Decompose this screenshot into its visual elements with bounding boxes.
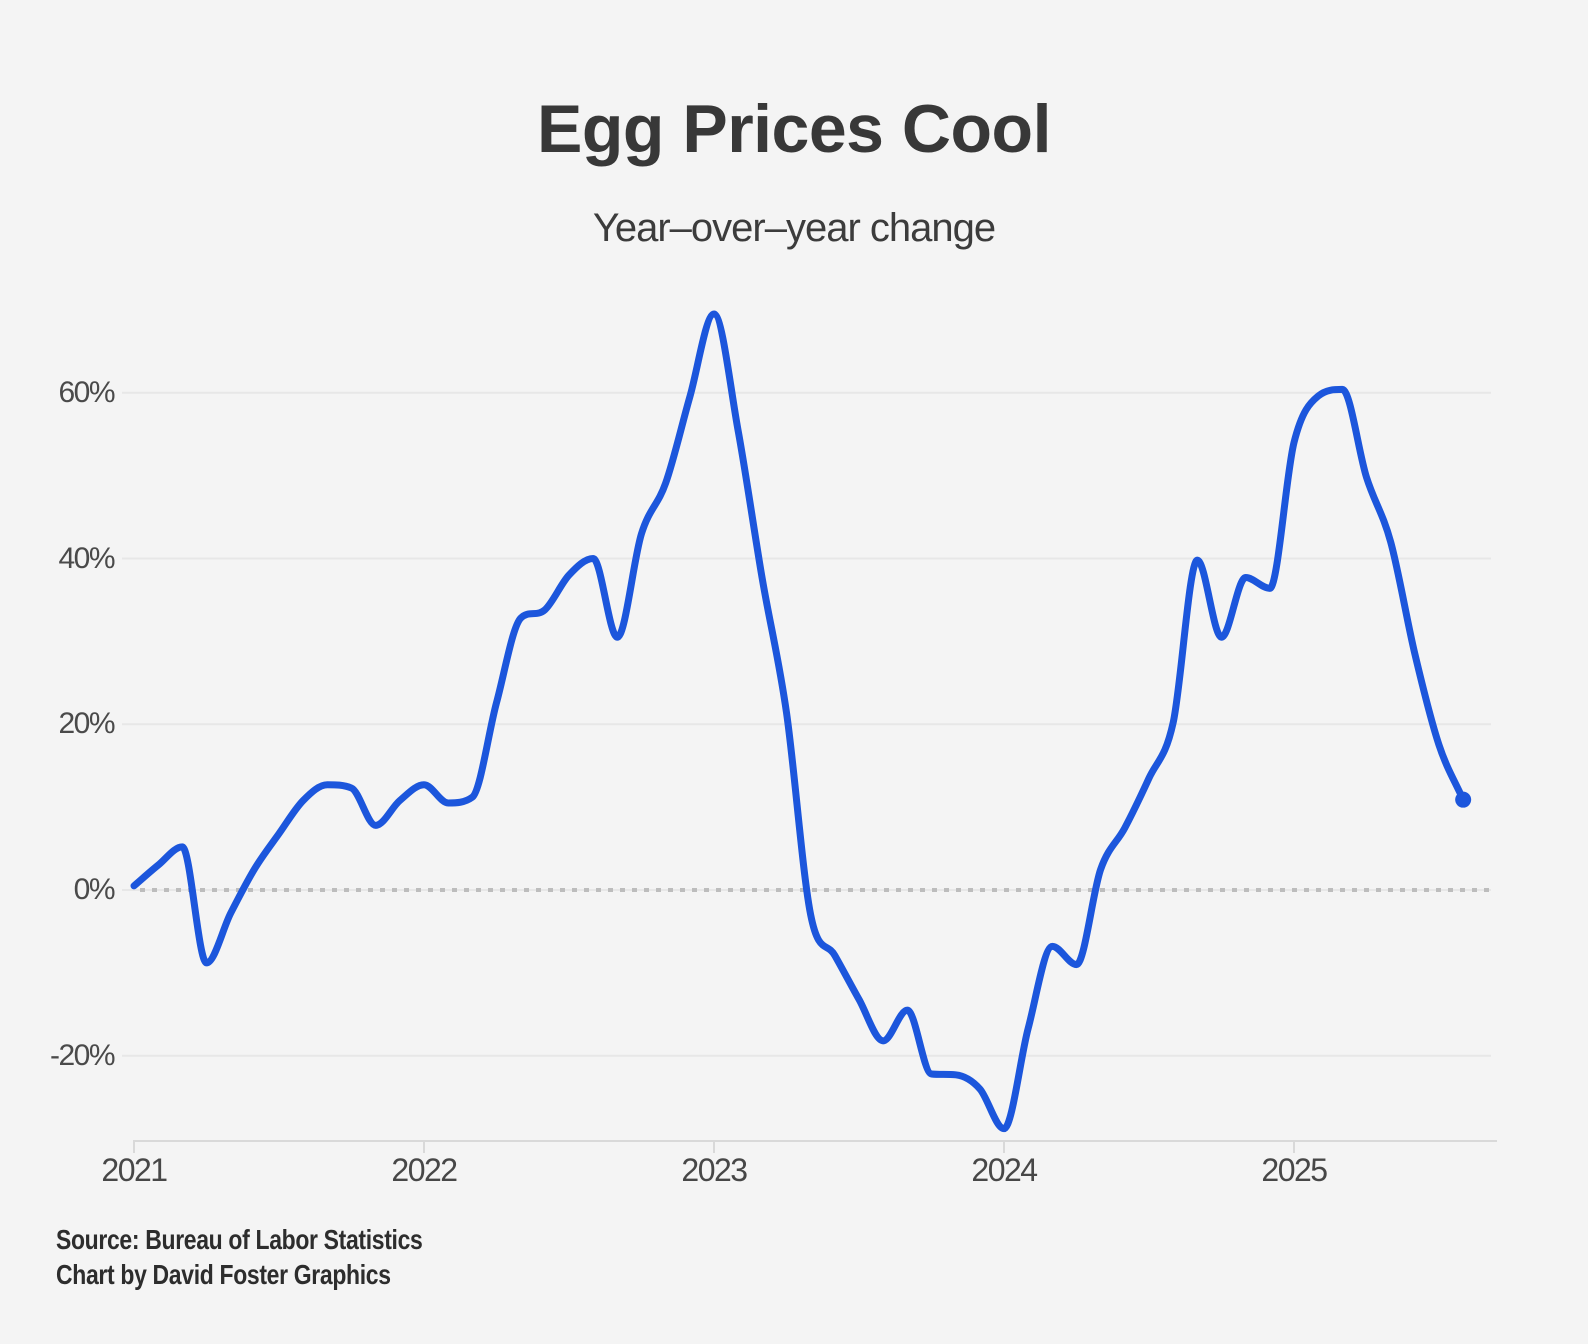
chart-title: Egg Prices Cool — [537, 91, 1051, 167]
chart-subtitle: Year–over–year change — [592, 206, 996, 250]
y-tick-label: 20% — [58, 707, 115, 741]
egg-price-line — [130, 310, 1467, 1133]
y-tick-label: 40% — [58, 541, 115, 575]
source-line: Source: Bureau of Labor Statistics — [56, 1224, 423, 1255]
source-note: Source: Bureau of Labor Statistics Chart… — [56, 1222, 423, 1292]
x-tick-label: 2023 — [681, 1152, 748, 1188]
y-tick-label: 0% — [73, 873, 116, 906]
y-tick-label: 60% — [58, 375, 115, 409]
x-tick-label: 2025 — [1261, 1152, 1328, 1188]
x-tick-label: 2021 — [101, 1152, 168, 1188]
credit-line: Chart by David Foster Graphics — [56, 1259, 391, 1290]
latest-value-dot — [1455, 791, 1472, 808]
x-tick-label: 2024 — [971, 1152, 1038, 1188]
y-tick-label: -20% — [49, 1038, 116, 1072]
x-tick-label: 2022 — [391, 1152, 458, 1188]
